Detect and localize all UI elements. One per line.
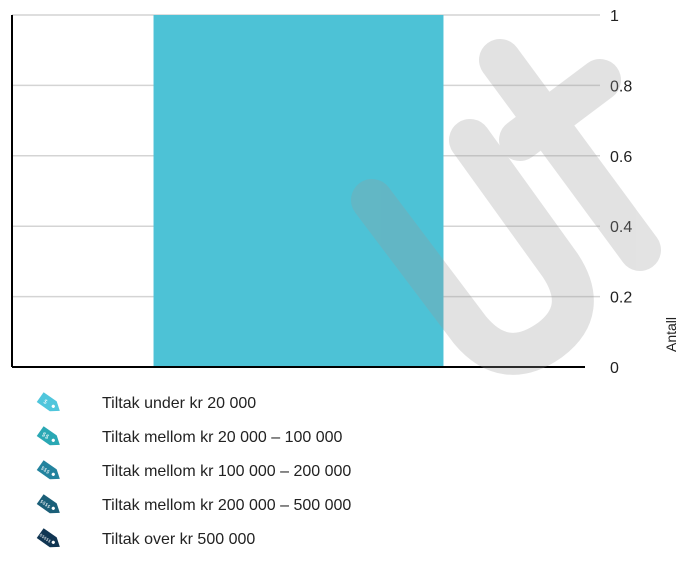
- chart-bars: [153, 15, 444, 367]
- y-tick-labels: 0 0.2 0.4 0.6 0.8 1: [610, 8, 632, 377]
- price-tag-icon: $$$: [36, 460, 60, 480]
- legend-label: Tiltak mellom kr 100 000 – 200 000: [102, 463, 352, 480]
- legend-item: $$$ Tiltak mellom kr 100 000 – 200 000: [0, 456, 678, 490]
- y-tick-label: 0.2: [610, 290, 632, 307]
- legend-item: $$$$$ Tiltak over kr 500 000: [0, 524, 678, 558]
- legend-label: Tiltak mellom kr 200 000 – 500 000: [102, 497, 352, 514]
- price-tag-icon: $: [36, 392, 60, 412]
- legend-item: $$$$ Tiltak mellom kr 200 000 – 500 000: [0, 490, 678, 524]
- svg-text:$$$$: $$$$: [39, 499, 52, 511]
- svg-text:$: $: [42, 398, 49, 406]
- y-tick-label: 1: [610, 8, 619, 25]
- svg-text:$$$: $$$: [39, 465, 50, 475]
- y-tick-label: 0.8: [610, 78, 632, 95]
- y-axis-label: Antall: [663, 317, 678, 352]
- legend-label: Tiltak mellom kr 20 000 – 100 000: [102, 429, 343, 446]
- svg-text:$$: $$: [40, 431, 50, 441]
- legend-item: $ Tiltak under kr 20 000: [0, 388, 678, 422]
- legend-item: $$ Tiltak mellom kr 20 000 – 100 000: [0, 422, 678, 456]
- bar: [153, 15, 444, 367]
- y-tick-label: 0.6: [610, 149, 632, 166]
- chart-axes: [11, 15, 585, 368]
- legend-label: Tiltak over kr 500 000: [102, 531, 256, 548]
- y-tick-label: 0: [610, 360, 619, 377]
- bar-chart: 0 0.2 0.4 0.6 0.8 1 Antall: [11, 8, 678, 377]
- legend-label: Tiltak under kr 20 000: [102, 395, 257, 412]
- price-tag-icon: $$: [36, 426, 60, 446]
- price-tag-icon: $$$$: [36, 494, 60, 514]
- y-tick-label: 0.4: [610, 219, 632, 236]
- svg-text:$$$$$: $$$$$: [39, 532, 53, 544]
- price-tag-icon: $$$$$: [36, 528, 60, 548]
